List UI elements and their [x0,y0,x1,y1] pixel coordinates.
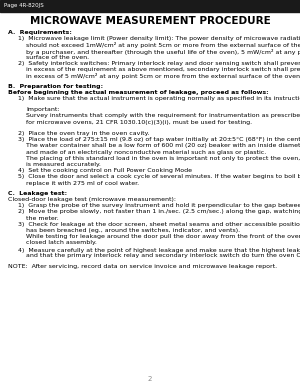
Text: 1)  Grasp the probe of the survey instrument and hold it perpendicular to the ga: 1) Grasp the probe of the survey instrum… [18,203,300,208]
Bar [0,0,300,12]
Text: 2: 2 [148,376,152,382]
Text: by a purchaser, and thereafter (through the useful life of the oven), 5 mW/cm² a: by a purchaser, and thereafter (through … [26,48,300,55]
Text: and that the primary interlock relay and secondary interlock switch do turn the : and that the primary interlock relay and… [26,253,300,258]
Text: Important:: Important: [26,107,59,112]
Text: closed latch assembly.: closed latch assembly. [26,241,97,245]
Text: surface of the oven.: surface of the oven. [26,55,89,60]
Text: is measured accurately.: is measured accurately. [26,162,101,167]
Text: 2)  Move the probe slowly, not faster than 1 in./sec. (2.5 cm/sec.) along the ga: 2) Move the probe slowly, not faster tha… [18,210,300,215]
Text: Closed-door leakage test (microwave measurement):: Closed-door leakage test (microwave meas… [8,197,176,202]
Text: 2)  Place the oven tray in the oven cavity.: 2) Place the oven tray in the oven cavit… [18,131,149,136]
Text: 3)  Place the load of 275±15 ml (9.8 oz) of tap water initially at 20±5°C (68°F): 3) Place the load of 275±15 ml (9.8 oz) … [18,137,300,142]
Text: 4)  Measure carefully at the point of highest leakage and make sure that the hig: 4) Measure carefully at the point of hig… [18,247,300,253]
Text: While testing for leakage around the door pull the door away from the front of t: While testing for leakage around the doo… [26,234,300,239]
Text: A.  Requirements:: A. Requirements: [8,30,72,35]
Text: The placing of this standard load in the oven is important not only to protect t: The placing of this standard load in the… [26,156,300,161]
Text: Before beginning the actual measurement of leakage, proceed as follows:: Before beginning the actual measurement … [8,90,269,95]
Text: 2)  Safety interlock switches: Primary interlock relay and door sensing switch s: 2) Safety interlock switches: Primary in… [18,61,300,66]
Text: for microwave ovens, 21 CFR 1030.10(c)(3)(i), must be used for testing.: for microwave ovens, 21 CFR 1030.10(c)(3… [26,120,252,125]
Text: 3)  Check for leakage at the door screen, sheet metal seams and other accessible: 3) Check for leakage at the door screen,… [18,222,300,227]
Text: the meter.: the meter. [26,216,59,221]
Text: in excess of 5 mW/cm² at any point 5cm or more from the external surface of the : in excess of 5 mW/cm² at any point 5cm o… [26,73,300,80]
Text: C.  Leakage test:: C. Leakage test: [8,191,67,196]
Text: should not exceed 1mW/cm² at any point 5cm or more from the external surface of : should not exceed 1mW/cm² at any point 5… [26,42,300,48]
Text: The water container shall be a low form of 600 ml (20 oz) beaker with an inside : The water container shall be a low form … [26,144,300,148]
Text: MICROWAVE MEASUREMENT PROCEDURE: MICROWAVE MEASUREMENT PROCEDURE [30,16,270,26]
Text: B.  Preparation for testing:: B. Preparation for testing: [8,83,103,88]
Text: replace it with 275 ml of cool water.: replace it with 275 ml of cool water. [26,180,139,185]
Text: has been breached (eg., around the switches, indicator, and vents).: has been breached (eg., around the switc… [26,228,240,233]
Text: 1)  Microwave leakage limit (Power density limit): The power density of microwav: 1) Microwave leakage limit (Power densit… [18,36,300,41]
Text: 4)  Set the cooking control on Full Power Cooking Mode: 4) Set the cooking control on Full Power… [18,168,192,173]
Text: NOTE:  After servicing, record data on service invoice and microwave leakage rep: NOTE: After servicing, record data on se… [8,264,277,269]
Text: and made of an electrically nonconductive material such as glass or plastic.: and made of an electrically nonconductiv… [26,150,266,154]
Text: 1)  Make sure that the actual instrument is operating normally as specified in i: 1) Make sure that the actual instrument … [18,96,300,101]
Text: Survey instruments that comply with the requirement for instrumentation as presc: Survey instruments that comply with the … [26,114,300,118]
Text: Page 4R-820JS: Page 4R-820JS [4,3,44,9]
Text: 5)  Close the door and select a cook cycle of several minutes. If the water begi: 5) Close the door and select a cook cycl… [18,174,300,179]
Text: in excess of the requirement as above mentioned, secondary interlock switch shal: in excess of the requirement as above me… [26,67,300,72]
